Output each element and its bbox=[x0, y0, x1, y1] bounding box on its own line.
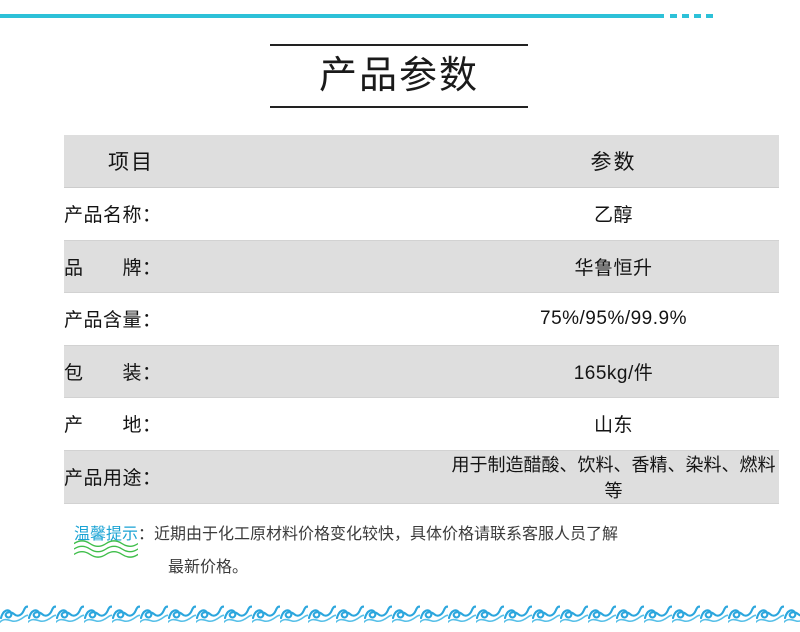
top-rule-dashed-segment bbox=[670, 14, 714, 18]
table-row: 包 装： 165kg/件 bbox=[64, 345, 779, 398]
table-header-label: 项目 bbox=[64, 135, 448, 188]
product-spec-table: 项目 参数 产品名称： 乙醇 品 牌： 华鲁恒升 产品含量： 75%/95%/9… bbox=[64, 135, 779, 504]
row-value-usage: 用于制造醋酸、饮料、香精、染料、燃料等 bbox=[448, 450, 779, 504]
warm-reminder-note: 温馨提示 ：近期由于化工原材料价格变化较快，具体价格请联系客服人员了解 最新价格。 bbox=[74, 518, 746, 584]
table-row: 产 地： 山东 bbox=[64, 397, 779, 451]
bottom-wave-border-icon bbox=[0, 598, 800, 632]
row-label-product-name: 产品名称： bbox=[64, 187, 448, 241]
note-label: 温馨提示 bbox=[74, 518, 139, 558]
row-value-brand: 华鲁恒升 bbox=[448, 240, 779, 293]
row-value-product-name: 乙醇 bbox=[448, 187, 779, 241]
row-label-packaging: 包 装： bbox=[64, 345, 448, 398]
table-row: 品 牌： 华鲁恒升 bbox=[64, 240, 779, 293]
title-rule-bottom bbox=[270, 106, 528, 108]
note-line-1: 温馨提示 ：近期由于化工原材料价格变化较快，具体价格请联系客服人员了解 bbox=[74, 518, 746, 558]
note-line-2: 最新价格。 bbox=[168, 559, 249, 576]
title-rule-top bbox=[270, 44, 528, 46]
table-header-row: 项目 参数 bbox=[64, 135, 779, 188]
page-title-block: 产品参数 bbox=[270, 44, 528, 108]
row-label-brand: 品 牌： bbox=[64, 240, 448, 293]
table-row: 产品用途： 用于制造醋酸、饮料、香精、染料、燃料等 bbox=[64, 450, 779, 504]
table-row: 产品名称： 乙醇 bbox=[64, 187, 779, 241]
green-wave-underline-icon bbox=[74, 540, 139, 558]
row-value-content: 75%/95%/99.9% bbox=[448, 292, 779, 346]
page-title: 产品参数 bbox=[318, 55, 479, 97]
row-label-usage: 产品用途： bbox=[64, 450, 448, 504]
note-label-text: 温馨提示 bbox=[74, 526, 139, 543]
row-value-packaging: 165kg/件 bbox=[448, 345, 779, 398]
table-row: 产品含量： 75%/95%/99.9% bbox=[64, 292, 779, 346]
row-label-content: 产品含量： bbox=[64, 292, 448, 346]
top-decorative-rule bbox=[0, 13, 800, 19]
row-value-origin: 山东 bbox=[448, 397, 779, 451]
table-header-value: 参数 bbox=[448, 135, 779, 188]
note-body-text: ：近期由于化工原材料价格变化较快，具体价格请联系客服人员了解 bbox=[138, 526, 619, 543]
row-label-origin: 产 地： bbox=[64, 397, 448, 451]
top-rule-solid-segment bbox=[0, 14, 664, 18]
